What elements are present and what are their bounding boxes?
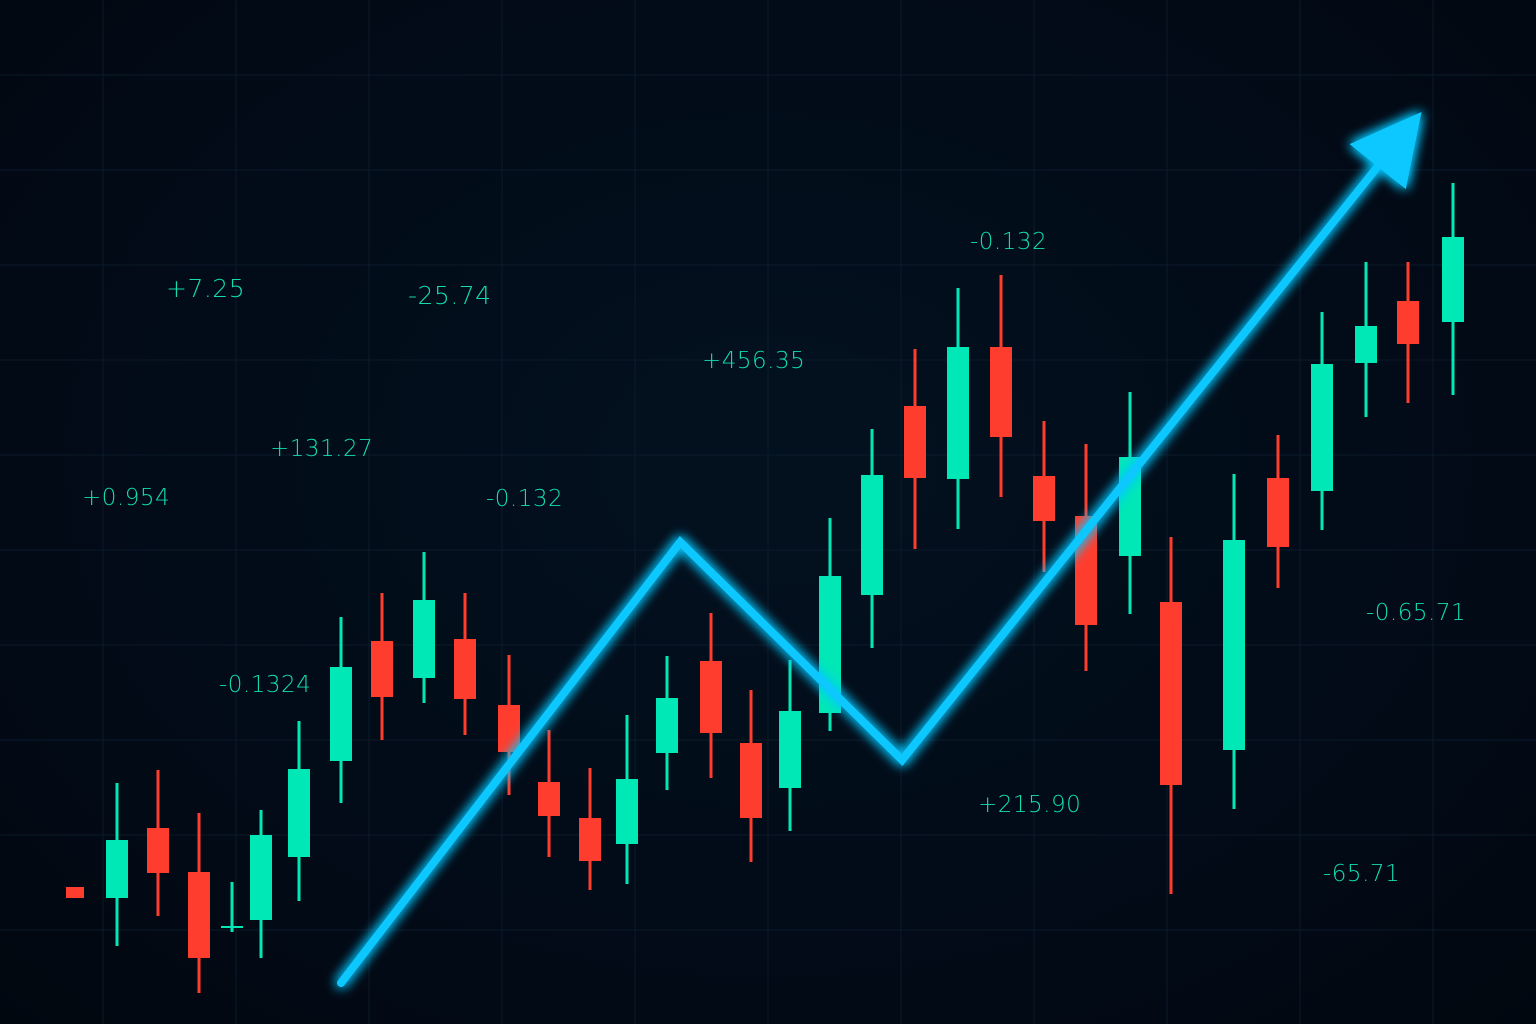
- candle-body: [1311, 364, 1333, 491]
- candle-body: [740, 743, 762, 818]
- candle-body: [1267, 478, 1289, 547]
- candle-up: [779, 660, 801, 831]
- candle-body: [413, 600, 435, 678]
- candle-down: [1397, 262, 1419, 403]
- candle-body: [1355, 326, 1377, 363]
- candle-body: [779, 711, 801, 788]
- candle-up: [947, 288, 969, 529]
- candle-down: [1267, 435, 1289, 588]
- candle-up: [288, 721, 310, 901]
- candle-up: [106, 783, 128, 946]
- candle-down: [188, 813, 210, 993]
- candle-body: [1397, 301, 1419, 344]
- candle-body: [904, 406, 926, 478]
- candle-up: [656, 656, 678, 790]
- candle-down: [904, 349, 926, 549]
- candle-down: [990, 275, 1012, 497]
- candle-body: [538, 782, 560, 816]
- candle-down: [66, 887, 84, 898]
- candle-down: [498, 655, 520, 795]
- candle-body: [579, 818, 601, 861]
- candle-body: [66, 887, 84, 898]
- candle-body: [147, 828, 169, 873]
- candle-down: [538, 730, 560, 857]
- candle-up: [616, 715, 638, 884]
- annotation-label: -65.71: [1323, 861, 1401, 887]
- annotation-label: +7.25: [166, 274, 246, 303]
- candle-body: [454, 639, 476, 699]
- candle-up: [221, 882, 243, 932]
- annotation-label: +131.27: [270, 436, 374, 462]
- annotation-label: +0.954: [82, 485, 171, 511]
- candle-down: [1075, 444, 1097, 671]
- candle-down: [147, 770, 169, 916]
- candle-up: [861, 429, 883, 648]
- candle-body: [498, 705, 520, 752]
- candle-down: [579, 768, 601, 890]
- arrow-head-icon: [1349, 112, 1422, 190]
- candle-up: [413, 552, 435, 703]
- candle-body: [1223, 540, 1245, 750]
- candle-body: [1033, 476, 1055, 521]
- candle-down: [371, 593, 393, 740]
- annotation-label: -0.65.71: [1366, 600, 1467, 626]
- candle-down: [1160, 537, 1182, 894]
- candle-body: [700, 661, 722, 733]
- annotation-label: -25.74: [408, 281, 492, 310]
- trend-line: [337, 112, 1422, 987]
- candle-up: [1119, 392, 1141, 614]
- candle-body: [106, 840, 128, 898]
- candle-up: [250, 810, 272, 958]
- candle-body: [371, 641, 393, 697]
- annotation-label: -0.1324: [219, 672, 312, 698]
- candle-body: [1160, 602, 1182, 785]
- candle-body: [330, 667, 352, 761]
- candle-body: [656, 698, 678, 753]
- candle-body: [990, 347, 1012, 437]
- annotation-label: -0.132: [486, 486, 564, 512]
- candle-up: [1311, 312, 1333, 530]
- candle-down: [454, 593, 476, 735]
- candle-body: [616, 779, 638, 844]
- candle-body: [288, 769, 310, 857]
- trend-line-path: [337, 137, 1402, 987]
- candles: [66, 183, 1464, 993]
- candle-up: [1442, 183, 1464, 395]
- candle-body: [221, 926, 243, 928]
- candle-body: [1442, 237, 1464, 322]
- candle-up: [1223, 474, 1245, 809]
- candle-body: [188, 872, 210, 958]
- candle-up: [330, 617, 352, 803]
- candle-body: [861, 475, 883, 595]
- annotation-label: +456.35: [702, 348, 806, 374]
- candle-down: [1033, 421, 1055, 572]
- annotation-label: +215.90: [978, 792, 1082, 818]
- candle-up: [1355, 262, 1377, 417]
- candle-body: [947, 347, 969, 479]
- candle-down: [700, 613, 722, 778]
- annotation-label: -0.132: [970, 229, 1048, 255]
- candle-body: [250, 835, 272, 920]
- candle-down: [740, 690, 762, 862]
